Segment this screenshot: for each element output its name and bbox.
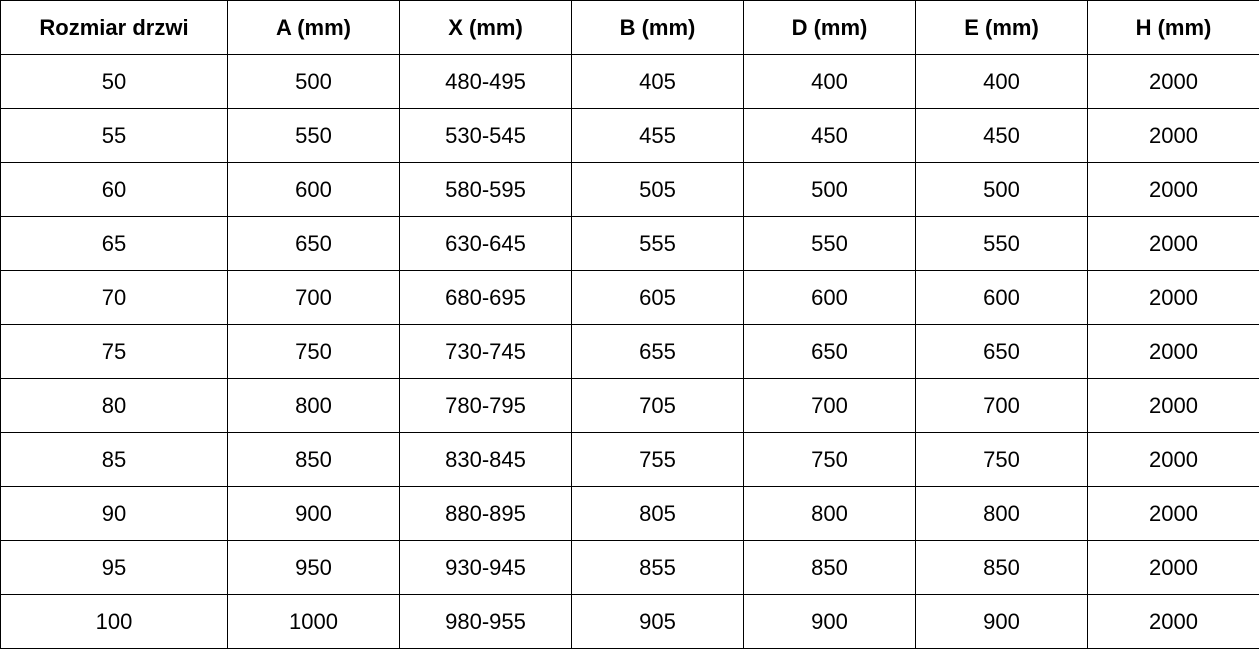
table-cell: 65 bbox=[0, 216, 228, 271]
table-cell: 700 bbox=[227, 270, 400, 325]
table-cell: 700 bbox=[915, 378, 1088, 433]
table-row: 55 550 530-545 455 450 450 2000 bbox=[0, 108, 1259, 163]
table-cell: 650 bbox=[227, 216, 400, 271]
table-cell: 580-595 bbox=[399, 162, 572, 217]
table-cell: 600 bbox=[915, 270, 1088, 325]
table-cell: 85 bbox=[0, 432, 228, 487]
table-cell: 60 bbox=[0, 162, 228, 217]
table-cell: 2000 bbox=[1087, 486, 1259, 541]
table-cell: 2000 bbox=[1087, 594, 1259, 649]
table-cell: 850 bbox=[915, 540, 1088, 595]
table-cell: 930-945 bbox=[399, 540, 572, 595]
table-cell: 850 bbox=[227, 432, 400, 487]
table-cell: 505 bbox=[571, 162, 744, 217]
table-cell: 650 bbox=[743, 324, 916, 379]
table-cell: 2000 bbox=[1087, 54, 1259, 109]
table-cell: 605 bbox=[571, 270, 744, 325]
table-cell: 455 bbox=[571, 108, 744, 163]
table-cell: 80 bbox=[0, 378, 228, 433]
table-row: 70 700 680-695 605 600 600 2000 bbox=[0, 270, 1259, 325]
table-cell: 750 bbox=[743, 432, 916, 487]
table-cell: 850 bbox=[743, 540, 916, 595]
table-cell: 900 bbox=[227, 486, 400, 541]
table-cell: 95 bbox=[0, 540, 228, 595]
table-cell: 50 bbox=[0, 54, 228, 109]
table-cell: 680-695 bbox=[399, 270, 572, 325]
table-cell: 980-955 bbox=[399, 594, 572, 649]
table-cell: 2000 bbox=[1087, 378, 1259, 433]
table-cell: 2000 bbox=[1087, 270, 1259, 325]
column-header: E (mm) bbox=[915, 0, 1088, 55]
table-cell: 2000 bbox=[1087, 432, 1259, 487]
table-cell: 600 bbox=[743, 270, 916, 325]
table-cell: 780-795 bbox=[399, 378, 572, 433]
table-cell: 2000 bbox=[1087, 324, 1259, 379]
table-cell: 800 bbox=[227, 378, 400, 433]
table-cell: 2000 bbox=[1087, 162, 1259, 217]
table-cell: 630-645 bbox=[399, 216, 572, 271]
table-cell: 705 bbox=[571, 378, 744, 433]
table-row: 95 950 930-945 855 850 850 2000 bbox=[0, 540, 1259, 595]
table-cell: 450 bbox=[743, 108, 916, 163]
table-cell: 900 bbox=[743, 594, 916, 649]
table-cell: 655 bbox=[571, 324, 744, 379]
table-cell: 450 bbox=[915, 108, 1088, 163]
table-row: 65 650 630-645 555 550 550 2000 bbox=[0, 216, 1259, 271]
table-cell: 805 bbox=[571, 486, 744, 541]
table-row: 100 1000 980-955 905 900 900 2000 bbox=[0, 594, 1259, 649]
table-cell: 2000 bbox=[1087, 540, 1259, 595]
table-row: 75 750 730-745 655 650 650 2000 bbox=[0, 324, 1259, 379]
table-cell: 2000 bbox=[1087, 216, 1259, 271]
table-cell: 800 bbox=[915, 486, 1088, 541]
table-cell: 700 bbox=[743, 378, 916, 433]
table-cell: 800 bbox=[743, 486, 916, 541]
column-header: D (mm) bbox=[743, 0, 916, 55]
table-cell: 750 bbox=[227, 324, 400, 379]
table-cell: 1000 bbox=[227, 594, 400, 649]
table-cell: 855 bbox=[571, 540, 744, 595]
table-cell: 2000 bbox=[1087, 108, 1259, 163]
table-cell: 400 bbox=[915, 54, 1088, 109]
table-cell: 550 bbox=[743, 216, 916, 271]
table-cell: 550 bbox=[915, 216, 1088, 271]
table-cell: 500 bbox=[915, 162, 1088, 217]
table-cell: 90 bbox=[0, 486, 228, 541]
table-cell: 550 bbox=[227, 108, 400, 163]
table-row: 50 500 480-495 405 400 400 2000 bbox=[0, 54, 1259, 109]
table-cell: 55 bbox=[0, 108, 228, 163]
table-cell: 500 bbox=[227, 54, 400, 109]
column-header: A (mm) bbox=[227, 0, 400, 55]
table-cell: 480-495 bbox=[399, 54, 572, 109]
table-cell: 530-545 bbox=[399, 108, 572, 163]
table-cell: 880-895 bbox=[399, 486, 572, 541]
table-cell: 600 bbox=[227, 162, 400, 217]
table-cell: 500 bbox=[743, 162, 916, 217]
table-cell: 905 bbox=[571, 594, 744, 649]
column-header: Rozmiar drzwi bbox=[0, 0, 228, 55]
table-cell: 830-845 bbox=[399, 432, 572, 487]
column-header: H (mm) bbox=[1087, 0, 1259, 55]
table-cell: 555 bbox=[571, 216, 744, 271]
table-cell: 400 bbox=[743, 54, 916, 109]
table-cell: 70 bbox=[0, 270, 228, 325]
table-cell: 755 bbox=[571, 432, 744, 487]
table-cell: 730-745 bbox=[399, 324, 572, 379]
table-cell: 75 bbox=[0, 324, 228, 379]
column-header: B (mm) bbox=[571, 0, 744, 55]
table-row: 80 800 780-795 705 700 700 2000 bbox=[0, 378, 1259, 433]
table-row: 90 900 880-895 805 800 800 2000 bbox=[0, 486, 1259, 541]
table-cell: 650 bbox=[915, 324, 1088, 379]
column-header: X (mm) bbox=[399, 0, 572, 55]
table-cell: 750 bbox=[915, 432, 1088, 487]
table-cell: 950 bbox=[227, 540, 400, 595]
table-cell: 900 bbox=[915, 594, 1088, 649]
table-cell: 405 bbox=[571, 54, 744, 109]
table-row: 85 850 830-845 755 750 750 2000 bbox=[0, 432, 1259, 487]
table-cell: 100 bbox=[0, 594, 228, 649]
header-row: Rozmiar drzwi A (mm) X (mm) B (mm) D (mm) E (… bbox=[0, 0, 1259, 55]
table-row: 60 600 580-595 505 500 500 2000 bbox=[0, 162, 1259, 217]
